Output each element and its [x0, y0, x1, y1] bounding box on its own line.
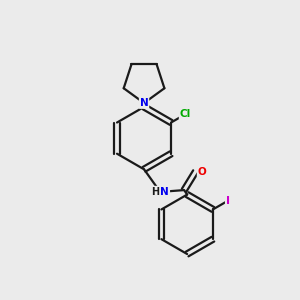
Text: H: H [151, 187, 159, 196]
Text: N: N [140, 98, 148, 108]
Text: Cl: Cl [180, 109, 191, 119]
Text: O: O [198, 167, 206, 177]
Text: N: N [160, 187, 169, 196]
Text: I: I [226, 196, 230, 206]
